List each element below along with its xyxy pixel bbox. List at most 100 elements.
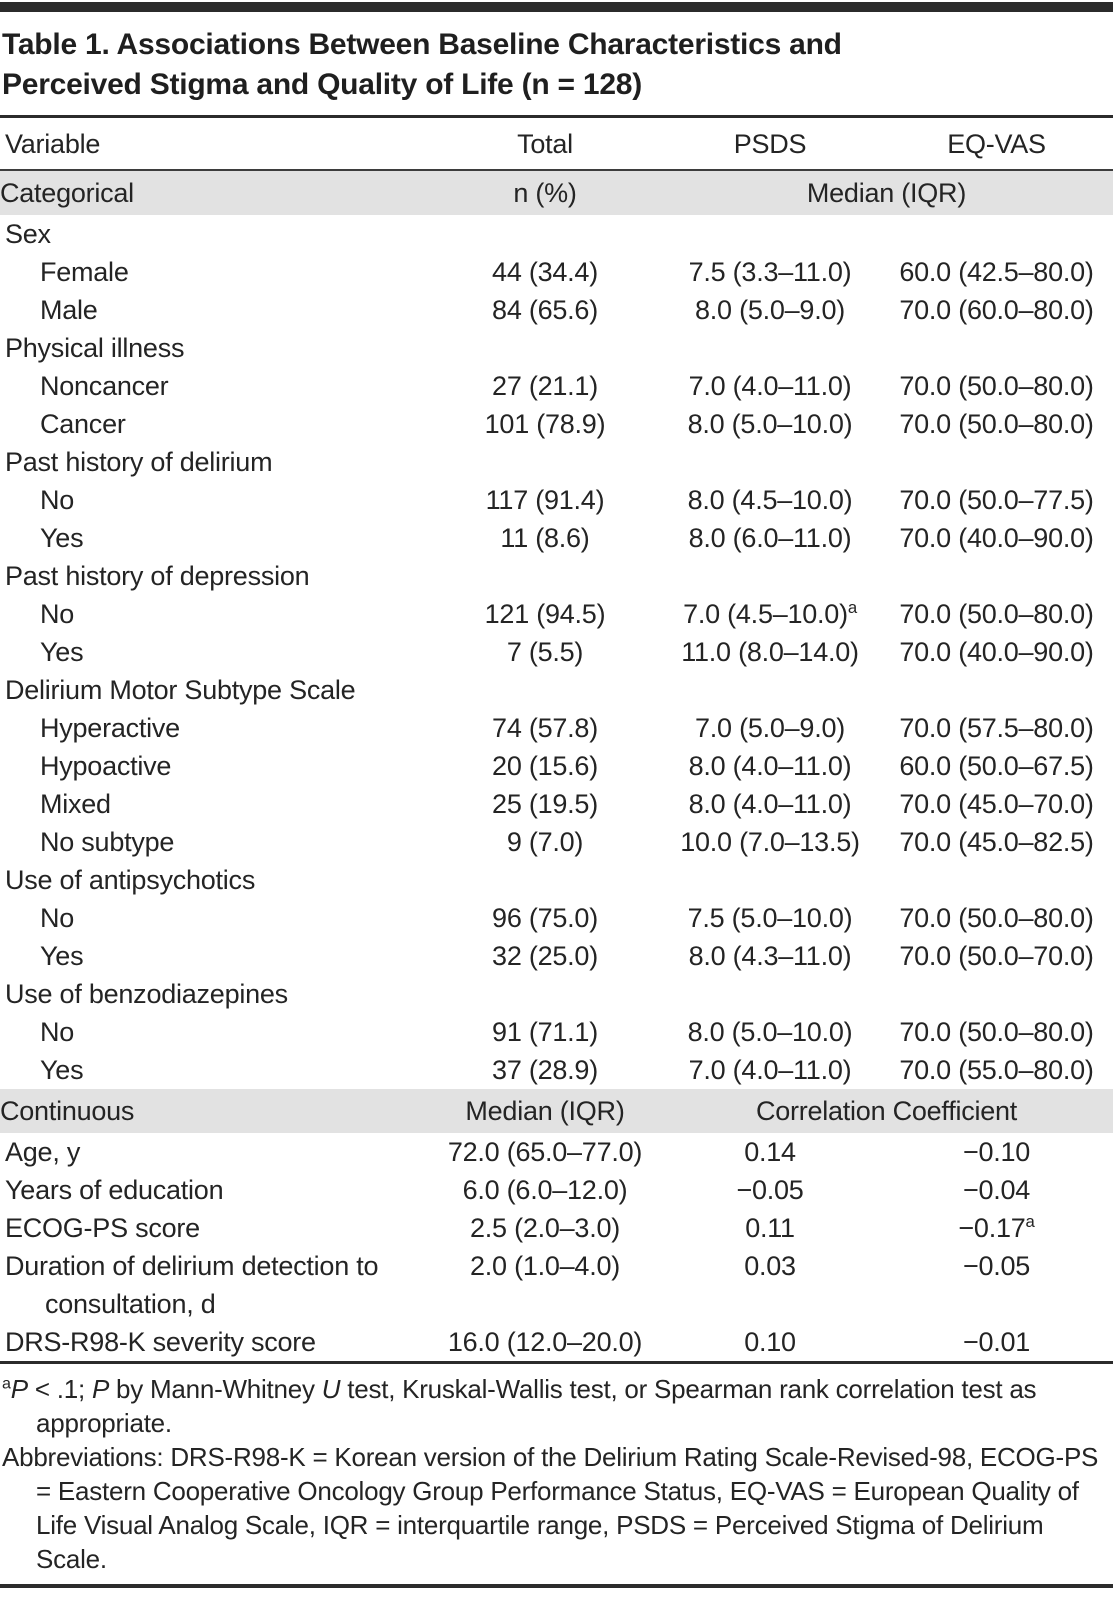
eqvas-cell: 70.0 (40.0–90.0) <box>899 637 1094 667</box>
group-label: Physical illness <box>5 333 185 363</box>
total-cell: 27 (21.1) <box>492 371 598 401</box>
total-cell: 20 (15.6) <box>492 751 598 781</box>
eqvas-cell: 70.0 (50.0–70.0) <box>899 941 1094 971</box>
variable-cell: No <box>40 599 75 629</box>
psds-cell: 8.0 (5.0–10.0) <box>687 409 853 439</box>
footnotes: aP < .1; P by Mann-Whitney U test, Krusk… <box>2 1372 1113 1576</box>
footnote: aP < .1; P by Mann-Whitney U test, Krusk… <box>2 1374 1037 1438</box>
column-header-total: Total <box>430 116 660 171</box>
psds-cell: 7.0 (4.0–11.0) <box>688 1055 852 1085</box>
continuous-span-subheader: Correlation Coefficient <box>660 1089 1113 1133</box>
variable-cell: Hyperactive <box>40 713 180 743</box>
table-row: Hyperactive 74 (57.8) 7.0 (5.0–9.0) 70.0 (5… <box>0 709 1113 747</box>
psds-cell: 0.11 <box>745 1213 795 1243</box>
table-row: No subtype 9 (7.0) 10.0 (7.0–13.5) 70.0 (45… <box>0 823 1113 861</box>
header-row: Variable Total PSDS EQ-VAS <box>0 116 1113 171</box>
variable-cell: Yes <box>40 941 84 971</box>
table-row: No 91 (71.1) 8.0 (5.0–10.0) 70.0 (50.0–80.0… <box>0 1013 1113 1051</box>
total-cell: 84 (65.6) <box>492 295 598 325</box>
continuous-band-row: Continuous Median (IQR) Correlation Coef… <box>0 1089 1113 1133</box>
variable-cell: Mixed <box>40 789 111 819</box>
table-title: Table 1. Associations Between Baseline C… <box>2 25 1113 105</box>
variable-cell: No <box>40 903 75 933</box>
eqvas-cell: 70.0 (60.0–80.0) <box>899 295 1094 325</box>
table-title-line-2: Perceived Stigma and Quality of Life (n … <box>2 68 642 101</box>
group-row: Past history of delirium <box>0 443 1113 481</box>
footnote-marker: a <box>847 598 857 617</box>
psds-cell: 7.0 (4.5–10.0)a <box>683 598 857 629</box>
italic-text: P <box>10 1374 28 1404</box>
eqvas-cell: −0.10 <box>962 1137 1031 1167</box>
psds-cell: 0.10 <box>744 1327 796 1357</box>
eqvas-cell: 70.0 (50.0–80.0) <box>899 1017 1094 1047</box>
median-cell: 6.0 (6.0–12.0) <box>462 1175 628 1205</box>
footnote-marker: a <box>2 1374 11 1393</box>
eqvas-cell: 70.0 (55.0–80.0) <box>899 1055 1094 1085</box>
table-row: DRS-R98-K severity score 16.0 (12.0–20.0)… <box>0 1323 1113 1363</box>
median-cell: 16.0 (12.0–20.0) <box>447 1327 643 1357</box>
median-cell: 2.5 (2.0–3.0) <box>470 1213 620 1243</box>
table-row: Yes 32 (25.0) 8.0 (4.3–11.0) 70.0 (50.0–70.… <box>0 937 1113 975</box>
table-header: Variable Total PSDS EQ-VAS <box>0 116 1113 171</box>
variable-cell: Noncancer <box>40 371 169 401</box>
table-row: Cancer 101 (78.9) 8.0 (5.0–10.0) 70.0 (50.0… <box>0 405 1113 443</box>
categorical-rows: Sex Female 44 (34.4) 7.5 (3.3–11.0) 60.0 (42… <box>0 215 1113 1089</box>
variable-cell: No <box>40 1017 75 1047</box>
total-cell: 91 (71.1) <box>492 1017 598 1047</box>
group-row: Past history of depression <box>0 557 1113 595</box>
table-row: ECOG-PS score 2.5 (2.0–3.0) 0.11 −0.17a <box>0 1209 1113 1247</box>
table-row: No 96 (75.0) 7.5 (5.0–10.0) 70.0 (50.0–80.0… <box>0 899 1113 937</box>
psds-cell: 7.0 (4.0–11.0) <box>688 371 852 401</box>
column-header-eqvas: EQ-VAS <box>880 116 1113 171</box>
total-cell: 44 (34.4) <box>492 257 598 287</box>
variable-cell: No <box>40 485 75 515</box>
variable-cell: Duration of delirium detection to consul… <box>5 1251 379 1319</box>
categorical-band: Categorical n (%) Median (IQR) <box>0 170 1113 215</box>
total-cell: 121 (94.5) <box>484 599 606 629</box>
italic-text: P <box>91 1374 110 1404</box>
group-row: Use of benzodiazepines <box>0 975 1113 1013</box>
variable-cell: Male <box>40 295 98 325</box>
group-row: Sex <box>0 215 1113 253</box>
psds-cell: 8.0 (5.0–10.0) <box>687 1017 853 1047</box>
variable-cell: Years of education <box>5 1175 224 1205</box>
top-rule <box>0 2 1113 12</box>
eqvas-cell: 70.0 (45.0–82.5) <box>899 827 1094 857</box>
psds-cell: 8.0 (6.0–11.0) <box>688 523 852 553</box>
eqvas-cell: 70.0 (50.0–80.0) <box>899 599 1094 629</box>
table-row: No 117 (91.4) 8.0 (4.5–10.0) 70.0 (50.0–77.… <box>0 481 1113 519</box>
group-label: Sex <box>5 219 51 249</box>
psds-cell: 8.0 (4.0–11.0) <box>688 789 852 819</box>
eqvas-cell: 70.0 (45.0–70.0) <box>899 789 1094 819</box>
psds-cell: 7.0 (5.0–9.0) <box>695 713 845 743</box>
eqvas-cell: 60.0 (42.5–80.0) <box>899 257 1094 287</box>
psds-cell: 8.0 (5.0–9.0) <box>695 295 845 325</box>
group-label: Use of benzodiazepines <box>5 979 288 1009</box>
eqvas-cell: −0.01 <box>962 1327 1031 1357</box>
total-cell: 96 (75.0) <box>492 903 598 933</box>
psds-cell: 8.0 (4.0–11.0) <box>688 751 852 781</box>
total-cell: 25 (19.5) <box>492 789 598 819</box>
continuous-band: Continuous Median (IQR) Correlation Coef… <box>0 1089 1113 1133</box>
eqvas-cell: −0.04 <box>962 1175 1031 1205</box>
median-cell: 72.0 (65.0–77.0) <box>447 1137 643 1167</box>
median-cell: 2.0 (1.0–4.0) <box>470 1251 620 1281</box>
psds-cell: 0.03 <box>744 1251 796 1281</box>
continuous-median-subheader: Median (IQR) <box>430 1089 660 1133</box>
total-cell: 7 (5.5) <box>506 637 584 667</box>
psds-cell: 8.0 (4.5–10.0) <box>687 485 853 515</box>
eqvas-cell: 70.0 (50.0–77.5) <box>899 485 1094 515</box>
variable-cell: DRS-R98-K severity score <box>5 1327 316 1357</box>
variable-cell: ECOG-PS score <box>5 1213 200 1243</box>
total-cell: 9 (7.0) <box>506 827 584 857</box>
table-row: Duration of delirium detection to consul… <box>0 1247 1113 1323</box>
table-row: Age, y 72.0 (65.0–77.0) 0.14 −0.10 <box>0 1133 1113 1171</box>
total-cell: 74 (57.8) <box>492 713 598 743</box>
table-row: Years of education 6.0 (6.0–12.0) −0.05 −0.… <box>0 1171 1113 1209</box>
section-label-categorical: Categorical <box>0 170 430 215</box>
eqvas-cell: 60.0 (50.0–67.5) <box>899 751 1094 781</box>
group-row: Delirium Motor Subtype Scale <box>0 671 1113 709</box>
group-row: Physical illness <box>0 329 1113 367</box>
eqvas-cell: 70.0 (50.0–80.0) <box>899 371 1094 401</box>
